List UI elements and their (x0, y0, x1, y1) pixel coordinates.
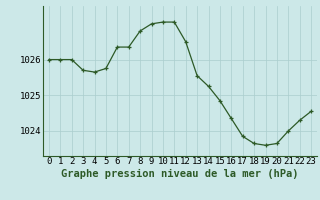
X-axis label: Graphe pression niveau de la mer (hPa): Graphe pression niveau de la mer (hPa) (61, 169, 299, 179)
